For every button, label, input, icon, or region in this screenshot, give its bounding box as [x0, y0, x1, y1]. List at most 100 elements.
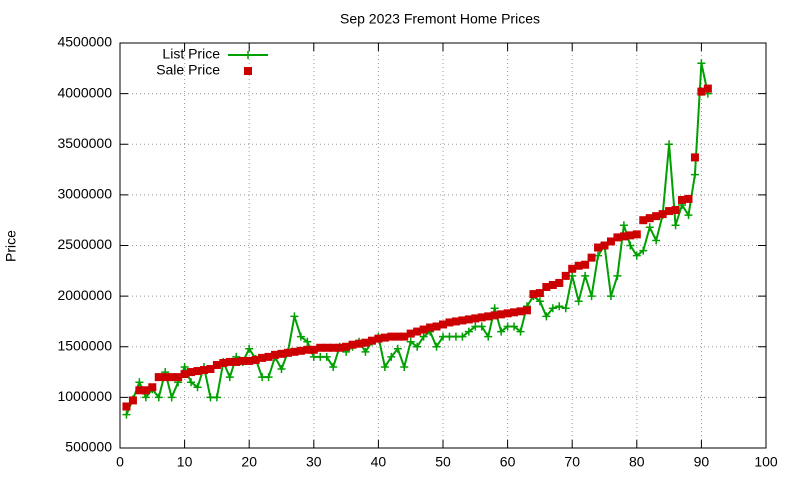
point	[613, 271, 622, 280]
point	[606, 237, 615, 246]
point	[606, 292, 615, 301]
point	[645, 223, 654, 232]
y-tick-label: 2000000	[57, 287, 112, 303]
point	[697, 87, 706, 96]
point	[154, 393, 163, 402]
point	[335, 343, 344, 352]
y-tick-label: 4500000	[57, 34, 112, 50]
point	[684, 194, 693, 203]
point	[639, 246, 648, 255]
point	[568, 264, 577, 273]
point	[432, 342, 441, 351]
point	[193, 383, 202, 392]
legend-marker	[244, 51, 252, 59]
point	[652, 212, 661, 221]
point	[600, 241, 609, 250]
point	[400, 332, 409, 341]
point	[426, 323, 435, 332]
x-tick-label: 0	[116, 454, 124, 470]
point	[626, 241, 635, 250]
point	[193, 367, 202, 376]
point	[199, 366, 208, 375]
point	[471, 314, 480, 323]
y-tick-label: 500000	[65, 439, 112, 455]
x-tick-label: 60	[500, 454, 516, 470]
point	[510, 308, 519, 317]
point	[232, 357, 241, 366]
point	[290, 312, 299, 321]
x-tick-label: 90	[694, 454, 710, 470]
point	[561, 271, 570, 280]
x-tick-label: 10	[177, 454, 193, 470]
point	[316, 343, 325, 352]
point	[154, 373, 163, 382]
point	[497, 310, 506, 319]
point	[406, 329, 415, 338]
point	[264, 373, 273, 382]
point	[309, 345, 318, 354]
point	[703, 84, 712, 93]
point	[212, 393, 221, 402]
point	[477, 322, 486, 331]
point	[451, 317, 460, 326]
point	[548, 280, 557, 289]
x-tick-label: 50	[435, 454, 451, 470]
point	[251, 355, 260, 364]
point	[393, 344, 402, 353]
point	[206, 365, 215, 374]
point	[174, 373, 183, 382]
point	[219, 358, 228, 367]
point	[180, 363, 189, 371]
point	[296, 346, 305, 355]
point	[477, 313, 486, 322]
point	[535, 297, 544, 306]
point	[665, 140, 674, 149]
point	[258, 353, 267, 362]
legend-label: List Price	[162, 46, 220, 62]
point	[355, 339, 364, 348]
point	[581, 260, 590, 269]
x-tick-label: 100	[754, 454, 778, 470]
point	[587, 292, 596, 301]
point	[290, 347, 299, 356]
point	[387, 352, 396, 361]
x-tick-label: 20	[241, 454, 257, 470]
point	[141, 386, 150, 395]
point	[187, 368, 196, 377]
point	[393, 332, 402, 341]
y-tick-label: 3000000	[57, 186, 112, 202]
point	[432, 322, 441, 331]
point	[161, 373, 170, 382]
point	[419, 332, 428, 341]
point	[148, 383, 157, 392]
point	[574, 297, 583, 306]
point	[361, 347, 370, 356]
point	[671, 221, 680, 230]
point	[574, 261, 583, 270]
point	[413, 342, 422, 351]
point	[271, 350, 280, 359]
point	[632, 230, 641, 239]
point	[187, 378, 196, 387]
point	[690, 153, 699, 162]
point	[387, 332, 396, 341]
point	[180, 370, 189, 379]
point	[529, 290, 538, 299]
point	[322, 352, 331, 361]
point	[555, 278, 564, 287]
point	[277, 349, 286, 358]
point	[665, 207, 674, 216]
y-tick-label: 3500000	[57, 135, 112, 151]
point	[283, 348, 292, 357]
point	[542, 312, 551, 321]
point	[400, 363, 409, 371]
point	[367, 336, 376, 345]
point	[303, 345, 312, 354]
legend-marker	[244, 67, 252, 75]
point	[619, 221, 628, 230]
point	[516, 327, 525, 336]
point	[141, 393, 150, 402]
point	[135, 386, 144, 395]
